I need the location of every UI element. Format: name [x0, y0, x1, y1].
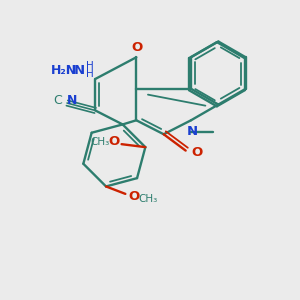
Text: CH₃: CH₃: [91, 137, 110, 147]
Text: O: O: [191, 146, 203, 160]
Text: N: N: [67, 94, 77, 107]
Text: H₂N: H₂N: [51, 64, 77, 76]
Text: O: O: [128, 190, 139, 203]
Text: N: N: [74, 64, 85, 76]
Text: O: O: [109, 135, 120, 148]
Text: C: C: [53, 94, 62, 107]
Text: CH₃: CH₃: [138, 194, 157, 204]
Text: H: H: [86, 61, 94, 71]
Text: O: O: [131, 41, 142, 54]
Text: H: H: [86, 69, 94, 79]
Text: N: N: [187, 125, 198, 138]
